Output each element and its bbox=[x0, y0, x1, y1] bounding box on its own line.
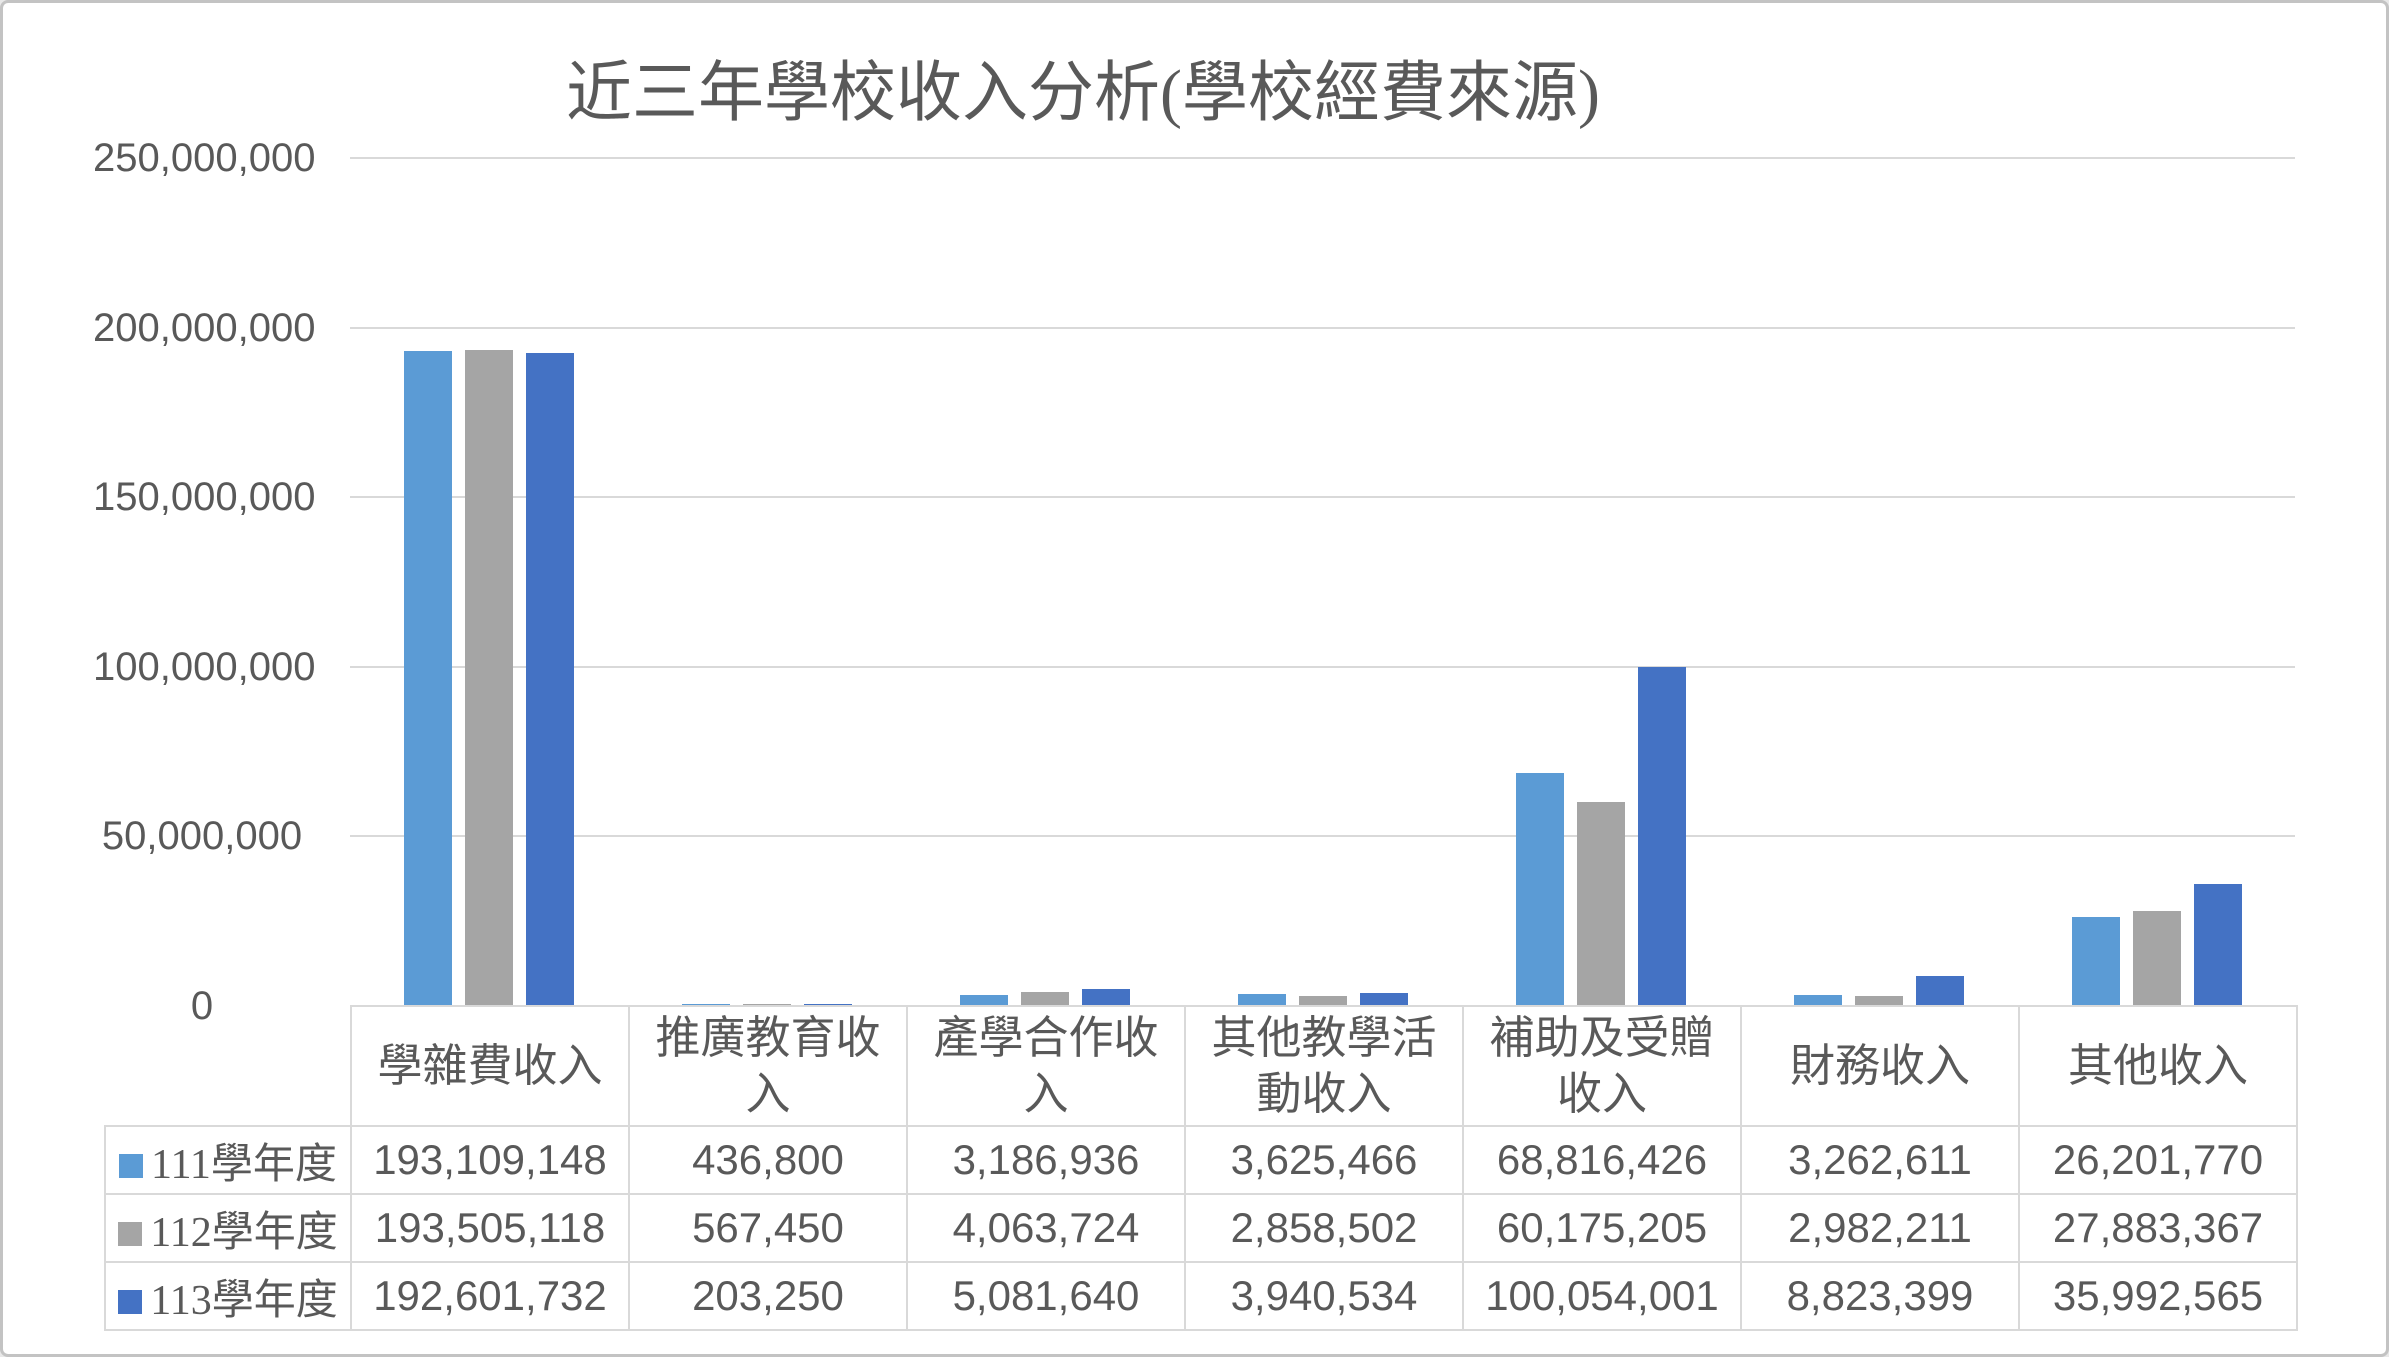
table-row: 113學年度 192,601,732 203,250 5,081,640 3,940,5… bbox=[104, 1261, 2298, 1331]
value-cell: 26,201,770 bbox=[2018, 1125, 2298, 1195]
value-cell: 193,109,148 bbox=[350, 1125, 630, 1195]
category-header-cell: 財務收入 bbox=[1740, 1005, 2020, 1127]
bar-111學年度-推廣教育收入 bbox=[682, 1004, 730, 1006]
category-header-cell: 補助及受贈收入 bbox=[1462, 1005, 1742, 1127]
y-axis-tick-label: 100,000,000 bbox=[93, 645, 316, 689]
legend-series-label: 112學年度 bbox=[150, 1209, 338, 1256]
value-cell: 193,505,118 bbox=[350, 1193, 630, 1263]
y-axis-tick-label: 0 bbox=[190, 984, 214, 1028]
gridline bbox=[350, 666, 2295, 668]
value-cell: 567,450 bbox=[628, 1193, 908, 1263]
value-cell: 100,054,001 bbox=[1462, 1261, 1742, 1331]
category-header-cell: 產學合作收入 bbox=[906, 1005, 1186, 1127]
y-axis-tick-label: 200,000,000 bbox=[93, 306, 316, 350]
table-row: 111學年度 193,109,148 436,800 3,186,936 3,625,4… bbox=[104, 1125, 2298, 1195]
bar-112學年度-財務收入 bbox=[1855, 996, 1903, 1006]
y-axis-tick-label: 150,000,000 bbox=[93, 475, 316, 519]
y-axis-tick-label: 50,000,000 bbox=[101, 814, 303, 858]
bar-112學年度-推廣教育收入 bbox=[743, 1004, 791, 1006]
category-header-cell: 其他收入 bbox=[2018, 1005, 2298, 1127]
legend-series-label: 113學年度 bbox=[150, 1277, 338, 1324]
value-cell: 68,816,426 bbox=[1462, 1125, 1742, 1195]
value-cell: 2,982,211 bbox=[1740, 1193, 2020, 1263]
value-cell: 3,940,534 bbox=[1184, 1261, 1464, 1331]
value-cell: 60,175,205 bbox=[1462, 1193, 1742, 1263]
bar-113學年度-其他教學活動收入 bbox=[1360, 993, 1408, 1006]
value-cell: 35,992,565 bbox=[2018, 1261, 2298, 1331]
legend-cell: 113學年度 bbox=[104, 1261, 352, 1331]
bar-112學年度-補助及受贈收入 bbox=[1577, 802, 1625, 1006]
gridline bbox=[350, 496, 2295, 498]
value-cell: 436,800 bbox=[628, 1125, 908, 1195]
bar-113學年度-學雜費收入 bbox=[526, 353, 574, 1006]
bar-113學年度-產學合作收入 bbox=[1082, 989, 1130, 1006]
value-cell: 203,250 bbox=[628, 1261, 908, 1331]
value-cell: 8,823,399 bbox=[1740, 1261, 2020, 1331]
category-header-cell: 推廣教育收入 bbox=[628, 1005, 908, 1127]
bar-111學年度-其他收入 bbox=[2072, 917, 2120, 1006]
category-header-cell: 學雜費收入 bbox=[350, 1005, 630, 1127]
bar-112學年度-學雜費收入 bbox=[465, 350, 513, 1006]
bar-113學年度-財務收入 bbox=[1916, 976, 1964, 1006]
table-row: 112學年度 193,505,118 567,450 4,063,724 2,858,5… bbox=[104, 1193, 2298, 1263]
bar-111學年度-其他教學活動收入 bbox=[1238, 994, 1286, 1006]
legend-color-swatch bbox=[119, 1153, 144, 1178]
legend-column-header-empty bbox=[105, 1006, 351, 1126]
legend-cell: 111學年度 bbox=[104, 1125, 352, 1195]
value-cell: 5,081,640 bbox=[906, 1261, 1186, 1331]
value-cell: 192,601,732 bbox=[350, 1261, 630, 1331]
bar-113學年度-其他收入 bbox=[2194, 884, 2242, 1006]
gridline bbox=[350, 835, 2295, 837]
value-cell: 4,063,724 bbox=[906, 1193, 1186, 1263]
value-cell: 3,625,466 bbox=[1184, 1125, 1464, 1195]
gridline bbox=[350, 157, 2295, 159]
gridline bbox=[350, 327, 2295, 329]
value-cell: 3,186,936 bbox=[906, 1125, 1186, 1195]
bar-111學年度-學雜費收入 bbox=[404, 351, 452, 1006]
bar-112學年度-其他教學活動收入 bbox=[1299, 996, 1347, 1006]
bar-111學年度-產學合作收入 bbox=[960, 995, 1008, 1006]
bar-111學年度-補助及受贈收入 bbox=[1516, 773, 1564, 1006]
bar-111學年度-財務收入 bbox=[1794, 995, 1842, 1006]
bar-113學年度-推廣教育收入 bbox=[804, 1004, 852, 1006]
legend-series-label: 111學年度 bbox=[151, 1141, 337, 1188]
value-cell: 3,262,611 bbox=[1740, 1125, 2020, 1195]
bar-113學年度-補助及受贈收入 bbox=[1638, 667, 1686, 1006]
legend-color-swatch bbox=[118, 1221, 143, 1246]
category-header-cell: 其他教學活動收入 bbox=[1184, 1005, 1464, 1127]
value-cell: 2,858,502 bbox=[1184, 1193, 1464, 1263]
legend-color-swatch bbox=[118, 1289, 143, 1314]
data-table: 學雜費收入 推廣教育收入 產學合作收入 其他教學活動收入 補助及受贈收入 財務收入 其他收入… bbox=[104, 1005, 2298, 1331]
value-cell: 27,883,367 bbox=[2018, 1193, 2298, 1263]
bar-112學年度-其他收入 bbox=[2133, 911, 2181, 1006]
y-axis-tick-label: 250,000,000 bbox=[93, 136, 316, 180]
bar-112學年度-產學合作收入 bbox=[1021, 992, 1069, 1006]
chart-title: 近三年學校收入分析(學校經費來源) bbox=[566, 57, 1600, 130]
legend-cell: 112學年度 bbox=[104, 1193, 352, 1263]
